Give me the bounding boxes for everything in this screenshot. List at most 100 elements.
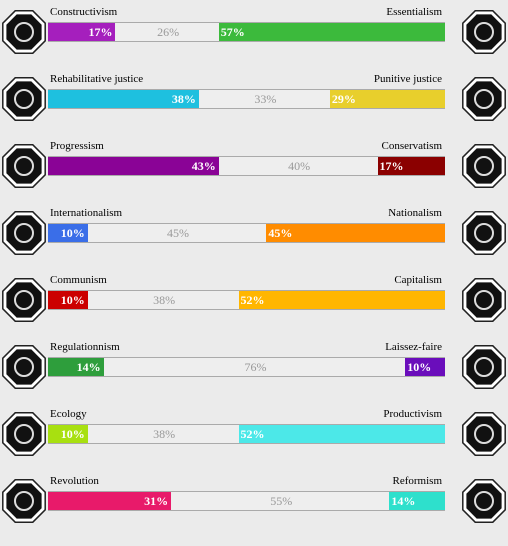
- axis-bar: 14% 76% 10%: [48, 357, 445, 377]
- middle-value: 55%: [270, 494, 293, 508]
- right-label: Nationalism: [388, 207, 442, 219]
- right-label: Productivism: [383, 408, 442, 420]
- icon-symbol: [14, 357, 34, 377]
- icon-symbol: [474, 357, 494, 377]
- axis-bar: 10% 38% 52%: [48, 290, 445, 310]
- icon-inner: [6, 349, 42, 385]
- left-segment: [48, 425, 88, 443]
- right-label: Laissez-faire: [385, 341, 442, 353]
- right-value: 57%: [220, 25, 245, 39]
- axis-icon: [2, 278, 46, 322]
- icon-symbol: [474, 424, 494, 444]
- left-value: 14%: [76, 360, 101, 374]
- right-label: Capitalism: [394, 274, 442, 286]
- icon-inner: [466, 483, 502, 519]
- icon-inner: [6, 81, 42, 117]
- axis-bar: 31% 55% 14%: [48, 491, 445, 511]
- left-label: Ecology: [50, 408, 87, 420]
- right-segment: [389, 492, 445, 510]
- left-value: 10%: [60, 427, 85, 441]
- middle-value: 26%: [157, 25, 180, 39]
- axis-icon: [2, 479, 46, 523]
- right-segment: [377, 157, 445, 175]
- icon-symbol: [14, 156, 34, 176]
- right-segment: [329, 90, 445, 108]
- icon-symbol: [14, 290, 34, 310]
- middle-value: 33%: [254, 92, 277, 106]
- left-segment: [48, 291, 88, 309]
- axis-bar: 17% 26% 57%: [48, 22, 445, 42]
- axis-icon: [2, 144, 46, 188]
- axis-bar: 43% 40% 17%: [48, 156, 445, 176]
- axis-bar: 10% 38% 52%: [48, 424, 445, 444]
- icon-inner: [466, 215, 502, 251]
- right-value: 45%: [268, 226, 293, 240]
- icon-inner: [6, 416, 42, 452]
- right-segment: [218, 23, 445, 41]
- axis-bar: 10% 45% 45%: [48, 223, 445, 243]
- icon-inner: [466, 148, 502, 184]
- left-value: 43%: [191, 159, 216, 173]
- right-value: 14%: [391, 494, 416, 508]
- axis-icon: [462, 345, 506, 389]
- axis-icon: [2, 412, 46, 456]
- left-value: 10%: [60, 293, 85, 307]
- left-value: 17%: [88, 25, 113, 39]
- icon-symbol: [14, 89, 34, 109]
- right-segment: [266, 224, 445, 242]
- axis-icon: [462, 211, 506, 255]
- icon-symbol: [474, 22, 494, 42]
- axis-icon: [462, 144, 506, 188]
- right-value: 52%: [240, 293, 265, 307]
- icon-inner: [6, 148, 42, 184]
- icon-inner: [6, 14, 42, 50]
- right-segment: [238, 425, 445, 443]
- axis-icon: [462, 10, 506, 54]
- left-value: 10%: [60, 226, 85, 240]
- axis-icon: [462, 77, 506, 121]
- icon-inner: [6, 215, 42, 251]
- icon-symbol: [474, 156, 494, 176]
- middle-value: 40%: [288, 159, 311, 173]
- icon-inner: [466, 282, 502, 318]
- icon-symbol: [14, 424, 34, 444]
- left-label: Rehabilitative justice: [50, 73, 144, 85]
- right-value: 52%: [240, 427, 265, 441]
- right-segment: [238, 291, 445, 309]
- right-label: Conservatism: [381, 140, 443, 152]
- icon-inner: [466, 81, 502, 117]
- icon-inner: [466, 416, 502, 452]
- axis-icon: [2, 211, 46, 255]
- right-label: Punitive justice: [373, 73, 442, 85]
- left-label: Progressism: [50, 140, 104, 152]
- middle-value: 76%: [244, 360, 267, 374]
- right-value: 10%: [407, 360, 432, 374]
- icon-symbol: [474, 491, 494, 511]
- left-label: Communism: [50, 274, 107, 286]
- axis-icon: [462, 479, 506, 523]
- axis-icon: [2, 10, 46, 54]
- icon-symbol: [474, 290, 494, 310]
- right-label: Essentialism: [386, 6, 442, 18]
- left-segment: [48, 23, 116, 41]
- right-value: 17%: [379, 159, 404, 173]
- icon-symbol: [474, 89, 494, 109]
- left-label: Revolution: [50, 475, 99, 487]
- right-value: 29%: [331, 92, 356, 106]
- axis-icon: [462, 412, 506, 456]
- left-value: 38%: [171, 92, 196, 106]
- left-segment: [48, 90, 199, 108]
- axis-icon: [2, 77, 46, 121]
- left-segment: [48, 358, 104, 376]
- right-segment: [405, 358, 445, 376]
- left-label: Internationalism: [50, 207, 123, 219]
- icon-inner: [6, 483, 42, 519]
- icon-symbol: [474, 223, 494, 243]
- left-label: Constructivism: [50, 6, 118, 18]
- axis-icon: [2, 345, 46, 389]
- middle-value: 45%: [167, 226, 189, 240]
- icon-inner: [466, 14, 502, 50]
- icon-inner: [466, 349, 502, 385]
- right-label: Reformism: [392, 475, 443, 487]
